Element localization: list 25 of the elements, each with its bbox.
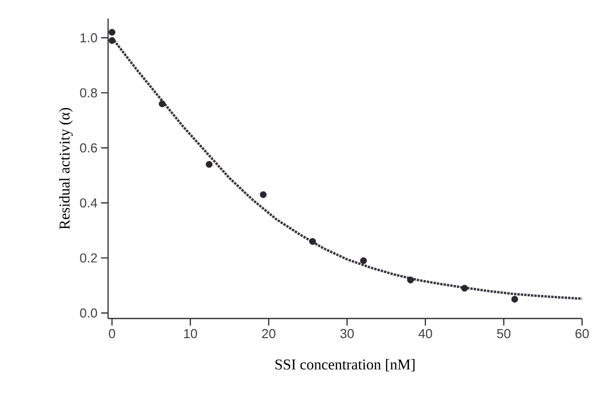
y-tick-label: 0.6 — [80, 143, 97, 152]
point — [511, 296, 518, 303]
y-axis-title: Residual activity (α) — [59, 108, 73, 230]
y-tick-label: 1.0 — [80, 33, 98, 42]
x-tick-label: 20 — [262, 329, 276, 338]
x-tick-label: 30 — [340, 329, 354, 338]
point — [360, 257, 367, 264]
x-tick-label: 40 — [418, 329, 432, 338]
x-tick-label: 50 — [497, 329, 510, 338]
x-axis-title: SSI concentration [nM] — [276, 359, 415, 372]
point — [260, 191, 267, 198]
point — [309, 238, 316, 245]
point — [158, 100, 166, 108]
y-tick-label: 0.0 — [80, 308, 98, 318]
point — [461, 284, 468, 292]
point — [407, 276, 414, 284]
x-tick-label: 0 — [108, 329, 116, 338]
point — [108, 28, 116, 36]
x-tick-label: 60 — [576, 329, 589, 338]
point — [206, 160, 213, 168]
y-tick-label: 0.8 — [80, 88, 97, 98]
point — [108, 37, 116, 44]
y-tick-label: 0.4 — [80, 198, 98, 208]
y-tick-label: 0.2 — [80, 253, 97, 263]
x-tick-label: 10 — [184, 329, 198, 338]
